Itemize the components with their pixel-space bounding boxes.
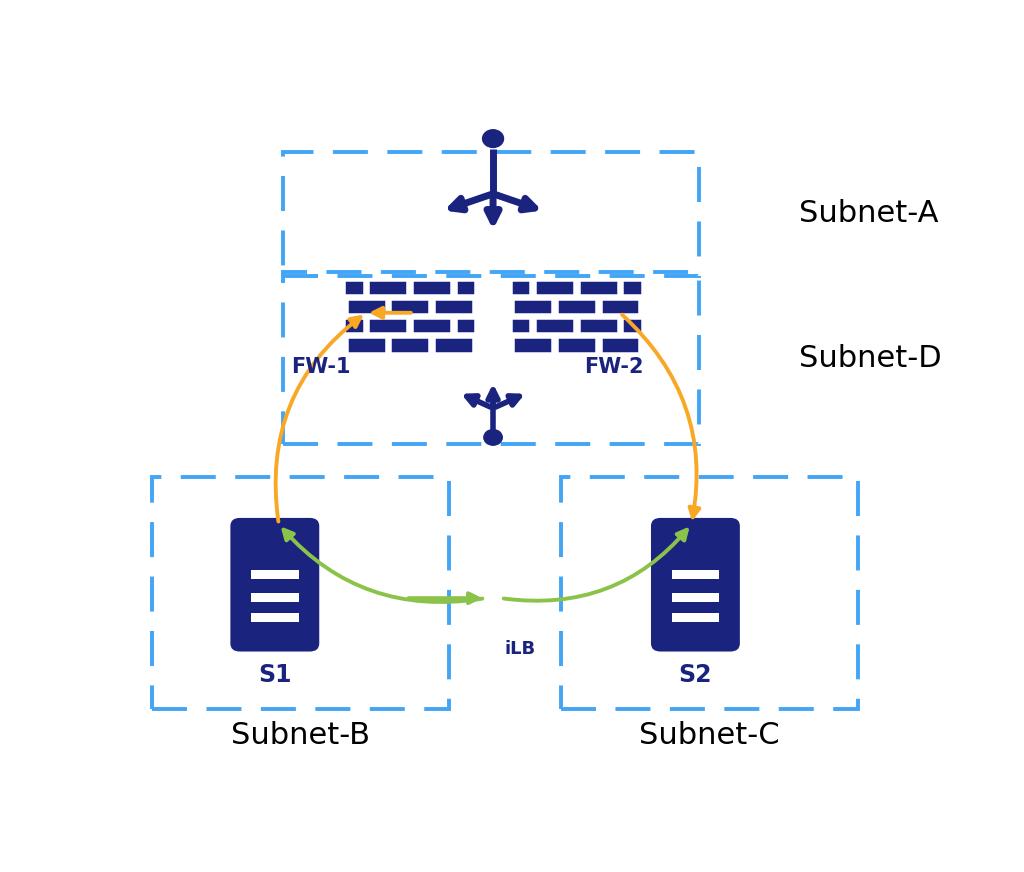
Text: Subnet-A: Subnet-A xyxy=(799,199,938,228)
Bar xyxy=(344,280,364,295)
Bar xyxy=(369,280,408,295)
Bar xyxy=(672,613,719,622)
Bar xyxy=(344,318,364,333)
Circle shape xyxy=(484,430,502,446)
Bar xyxy=(601,299,639,314)
FancyBboxPatch shape xyxy=(651,518,740,651)
Text: Subnet-B: Subnet-B xyxy=(230,721,370,750)
Bar xyxy=(369,318,408,333)
Bar xyxy=(434,337,473,353)
Bar xyxy=(536,280,574,295)
Bar xyxy=(672,569,719,578)
Bar xyxy=(511,318,530,333)
Bar xyxy=(434,299,473,314)
Text: FW-2: FW-2 xyxy=(585,357,644,377)
Bar xyxy=(412,280,451,295)
Bar xyxy=(390,337,429,353)
Bar xyxy=(623,318,642,333)
Bar xyxy=(579,280,617,295)
Bar xyxy=(456,280,475,295)
Bar xyxy=(513,299,552,314)
Bar xyxy=(601,337,639,353)
Bar xyxy=(152,477,450,709)
Bar xyxy=(536,318,574,333)
Bar xyxy=(283,152,699,276)
Bar xyxy=(251,613,299,622)
Text: iLB: iLB xyxy=(505,639,537,657)
Bar xyxy=(623,280,642,295)
Bar xyxy=(390,299,429,314)
FancyBboxPatch shape xyxy=(236,522,313,556)
Text: FW-1: FW-1 xyxy=(291,357,350,377)
Text: S2: S2 xyxy=(679,664,712,687)
Text: S1: S1 xyxy=(258,664,292,687)
Bar xyxy=(557,337,596,353)
Text: Subnet-D: Subnet-D xyxy=(799,344,941,373)
Bar xyxy=(347,337,385,353)
FancyBboxPatch shape xyxy=(656,522,734,556)
Bar xyxy=(513,337,552,353)
Bar xyxy=(672,593,719,602)
Bar xyxy=(557,299,596,314)
Bar xyxy=(511,280,530,295)
Text: Subnet-C: Subnet-C xyxy=(639,721,780,750)
Bar xyxy=(579,318,617,333)
Bar xyxy=(347,299,385,314)
FancyBboxPatch shape xyxy=(230,518,319,651)
Bar xyxy=(251,593,299,602)
Bar xyxy=(560,477,858,709)
Circle shape xyxy=(482,130,504,147)
Bar xyxy=(456,318,475,333)
Bar xyxy=(283,272,699,444)
Bar xyxy=(251,569,299,578)
Bar xyxy=(412,318,451,333)
